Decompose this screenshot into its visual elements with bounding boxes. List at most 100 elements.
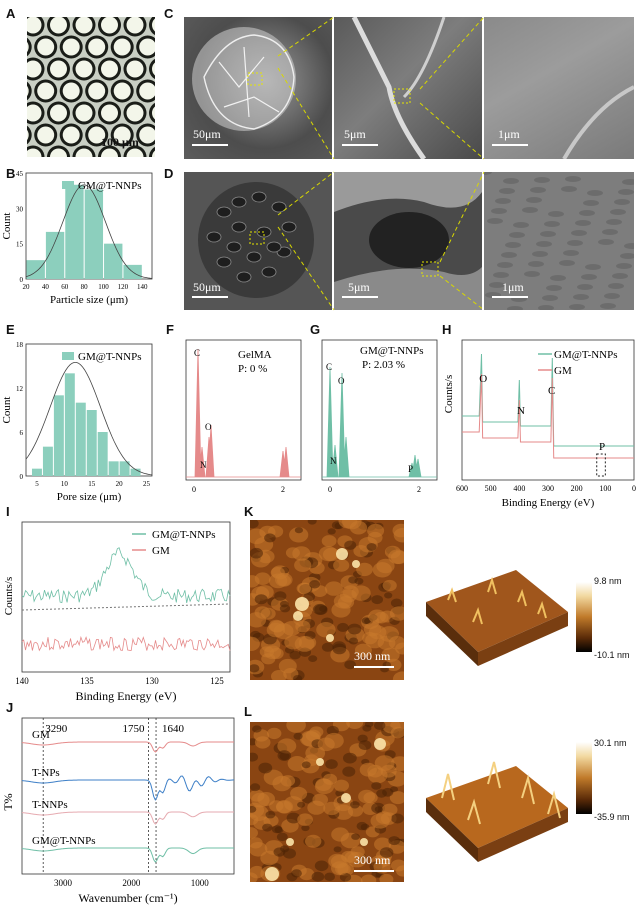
- colorbar-max-l: 30.1 nm: [594, 738, 627, 748]
- afm-grain: [379, 847, 394, 858]
- afm-grain: [301, 761, 311, 769]
- surface-texture-c3: [562, 85, 634, 159]
- afm-grain: [339, 872, 352, 882]
- scale-bar-label-a: 100 μm: [101, 135, 139, 149]
- peak-label-n: N: [517, 405, 525, 417]
- spectrum-gm-tnnps: [21, 547, 231, 604]
- x-axis-label: Particle size (μm): [50, 294, 128, 306]
- y-axis-label: Count: [1, 213, 13, 240]
- afm-peak: [352, 560, 360, 568]
- panel-label-i: I: [6, 504, 10, 519]
- afm-grain: [274, 591, 287, 601]
- afm-grain: [250, 752, 258, 762]
- microsphere-core: [75, 17, 93, 34]
- microsphere-core: [139, 38, 155, 56]
- y-axis-label: Counts/s: [3, 577, 15, 616]
- afm-grain: [358, 740, 372, 751]
- surface-grain: [487, 218, 503, 224]
- afm-grain: [332, 643, 347, 655]
- afm-grain: [316, 622, 336, 638]
- microsphere-core: [62, 126, 80, 144]
- x-tick-label: 500: [485, 484, 497, 493]
- surface-grain: [538, 305, 554, 310]
- afm-grain: [390, 859, 404, 872]
- microsphere-core: [152, 18, 155, 32]
- histogram-bar: [65, 184, 84, 279]
- ftir-spectra: 3290 1750 1640 GM T-NPs T-NNPs GM@T-NNPs 3000 20…: [1, 717, 235, 905]
- afm-grain: [354, 643, 372, 657]
- afm-grain: [372, 562, 392, 578]
- afm-grain: [318, 546, 338, 562]
- surface-grain: [610, 209, 626, 215]
- afm-grain: [301, 824, 310, 832]
- eds-spectrum-gelma: 0 2 C N O GelMA P: 0 %: [185, 339, 302, 494]
- afm-peak: [360, 838, 368, 846]
- surface-grain: [493, 272, 509, 278]
- afm-grain: [277, 750, 292, 761]
- surface-grain: [507, 306, 523, 310]
- microsphere-core: [75, 104, 93, 122]
- afm-grain: [307, 800, 326, 815]
- surface-grain: [579, 210, 595, 216]
- spectrum-gm: [21, 741, 234, 753]
- colorbar-max-k: 9.8 nm: [594, 576, 622, 586]
- y-tick-label: 30: [16, 205, 24, 213]
- afm-grain: [347, 623, 362, 635]
- x-tick-label: 2000: [122, 878, 141, 888]
- microsphere-core: [62, 38, 80, 56]
- x-tick-label: 0: [192, 485, 196, 494]
- spectrum-gm: [21, 635, 231, 652]
- afm-grain: [250, 837, 263, 849]
- xps-p2p-spectrum: GM@T-NNPs GM 140 135 130 125 Binding Energy (e…: [3, 521, 231, 703]
- afm-grain: [292, 546, 311, 561]
- afm-grain: [388, 836, 400, 846]
- spectrum-peaks: [322, 366, 437, 478]
- afm-grain: [254, 594, 268, 605]
- afm-grain: [356, 821, 368, 831]
- afm-grain: [333, 559, 350, 572]
- afm-grain: [351, 833, 360, 840]
- microsphere-core: [27, 17, 42, 34]
- annotation-3290: 3290: [45, 723, 67, 735]
- surface-grain: [577, 284, 593, 290]
- pore: [216, 256, 232, 268]
- surface-grain: [489, 282, 505, 288]
- pore: [231, 196, 247, 208]
- spectrum-peaks: [186, 348, 301, 478]
- peak-label-o: O: [205, 422, 212, 432]
- colorbar-k: [576, 582, 592, 652]
- spectrum-t-nps: [21, 775, 235, 801]
- afm-grain: [381, 647, 400, 662]
- surface-grain: [614, 199, 630, 205]
- afm-grain: [344, 660, 356, 670]
- y-tick-label: 15: [16, 241, 24, 249]
- microspheres-micrograph: 100 μm: [27, 17, 155, 157]
- microsphere-core: [152, 150, 155, 157]
- microsphere-core: [139, 82, 155, 100]
- afm-grain: [260, 850, 279, 866]
- panel-label-d: D: [164, 166, 174, 181]
- pore: [251, 191, 267, 203]
- x-tick-label: 60: [61, 283, 69, 291]
- y-tick-label: 18: [16, 341, 24, 349]
- x-tick-label: 25: [143, 480, 151, 488]
- sem-image-c3: 1μm: [484, 17, 634, 159]
- histogram-bar: [42, 446, 53, 476]
- microsphere-core: [126, 17, 144, 34]
- afm-grain: [267, 727, 282, 740]
- afm-grain: [314, 860, 329, 872]
- surface-grain: [503, 178, 519, 184]
- peak-label-n: N: [200, 460, 207, 470]
- surface-grain: [575, 220, 591, 226]
- panel-label-b: B: [6, 166, 16, 181]
- panel-label-e: E: [6, 322, 15, 337]
- surface-grain: [536, 241, 552, 247]
- x-tick-label: 120: [118, 283, 129, 291]
- afm-grain: [250, 575, 260, 588]
- baseline: [21, 603, 231, 611]
- afm-grain: [324, 872, 335, 881]
- spectrum-gm-tnnps: [462, 353, 634, 447]
- surface-grain: [583, 200, 599, 206]
- surface-grain: [513, 222, 529, 228]
- afm-grain: [351, 585, 371, 601]
